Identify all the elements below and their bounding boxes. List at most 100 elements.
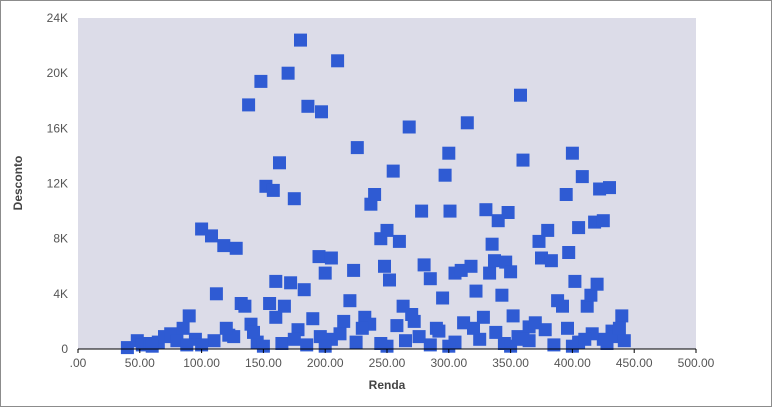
scatter-point <box>568 274 582 288</box>
scatter-point <box>217 239 231 253</box>
scatter-point <box>350 141 364 155</box>
x-axis-title: Renda <box>369 378 406 392</box>
scatter-point <box>460 116 474 130</box>
scatter-point <box>301 99 315 113</box>
scatter-point <box>180 338 194 352</box>
scatter-point <box>402 120 416 134</box>
scatter-point <box>469 284 483 298</box>
scatter-point <box>617 334 631 348</box>
scatter-point <box>349 335 363 349</box>
scatter-point <box>405 308 419 321</box>
scatter-point <box>324 251 338 265</box>
scatter-point <box>535 251 548 265</box>
scatter-point <box>538 323 552 337</box>
y-axis-ticks: 0 4K 8K 12K 16K 20K 24K <box>47 11 69 356</box>
scatter-point <box>415 204 429 218</box>
y-tick-label: 20K <box>47 66 68 80</box>
scatter-point <box>479 203 493 217</box>
scatter-point <box>318 266 332 280</box>
scatter-point <box>238 299 252 313</box>
scatter-point <box>565 146 579 160</box>
scatter-point <box>355 321 369 335</box>
scatter-point <box>207 334 221 348</box>
scatter-point <box>504 265 518 279</box>
scatter-point <box>580 299 594 313</box>
x-tick-label: 250.00 <box>369 356 406 370</box>
scatter-point <box>514 88 527 102</box>
scatter-point <box>417 258 431 272</box>
scatter-point <box>312 250 326 264</box>
x-tick-label: 200.00 <box>307 356 344 370</box>
scatter-point <box>562 246 576 259</box>
y-tick-label: 4K <box>53 287 68 301</box>
scatter-point <box>584 288 598 302</box>
x-tick-label: 300.00 <box>430 356 467 370</box>
scatter-point <box>489 325 503 339</box>
scatter-point <box>284 276 298 290</box>
scatter-point <box>506 309 520 323</box>
scatter-point <box>590 277 604 291</box>
scatter-point <box>392 234 406 248</box>
scatter-point <box>516 332 530 346</box>
scatter-point <box>483 266 497 280</box>
scatter-point <box>612 321 626 335</box>
scatter-point <box>383 273 396 287</box>
y-tick-label: 8K <box>53 232 68 246</box>
scatter-point <box>485 237 499 251</box>
scatter-point <box>205 229 218 243</box>
scatter-point <box>145 339 159 353</box>
x-tick-label: 350.00 <box>492 356 529 370</box>
scatter-point <box>561 321 574 335</box>
scatter-point <box>343 294 357 308</box>
scatter-point <box>378 259 391 273</box>
scatter-point <box>331 54 345 68</box>
scatter-point <box>120 341 134 355</box>
scatter-point <box>229 241 243 255</box>
scatter-point <box>195 338 209 352</box>
data-points <box>120 33 631 355</box>
scatter-point <box>457 316 471 330</box>
y-tick-label: 16K <box>47 121 68 135</box>
scatter-point <box>600 337 614 350</box>
scatter-point <box>269 274 283 288</box>
y-tick-label: 0 <box>61 342 68 356</box>
scatter-point <box>423 272 437 286</box>
x-axis-ticks: .00 50.00 100.00 150.00 200.00 250.00 300.00 35… <box>70 349 715 370</box>
x-tick-label: 500.00 <box>678 356 715 370</box>
scatter-point <box>593 182 607 196</box>
scatter-point <box>176 321 190 335</box>
scatter-point <box>273 156 286 170</box>
scatter-point <box>575 170 589 184</box>
scatter-point <box>287 332 301 346</box>
x-tick-label: 150.00 <box>245 356 282 370</box>
scatter-point <box>464 259 478 273</box>
scatter-point <box>287 192 301 206</box>
scatter-point <box>277 299 291 313</box>
scatter-point <box>269 310 283 324</box>
scatter-point <box>412 330 426 344</box>
scatter-point <box>306 312 320 326</box>
scatter-point <box>368 188 382 201</box>
scatter-point <box>182 309 196 323</box>
scatter-point <box>300 338 314 352</box>
scatter-point <box>219 321 233 335</box>
scatter-point <box>532 234 546 248</box>
x-tick-label: .00 <box>70 356 87 370</box>
scatter-point <box>254 74 268 88</box>
x-tick-label: 50.00 <box>125 356 155 370</box>
scatter-point <box>266 183 280 197</box>
scatter-point <box>297 283 311 297</box>
x-tick-label: 100.00 <box>183 356 220 370</box>
scatter-point <box>541 223 555 237</box>
scatter-point <box>195 222 209 236</box>
scatter-point <box>454 263 468 277</box>
scatter-point <box>443 204 457 218</box>
scatter-point <box>559 188 573 201</box>
scatter-point <box>491 214 505 228</box>
scatter-point <box>247 325 260 339</box>
scatter-point <box>281 66 295 80</box>
scatter-point <box>596 214 610 228</box>
scatter-point <box>556 299 569 313</box>
scatter-point <box>294 33 307 47</box>
y-tick-label: 12K <box>47 177 68 191</box>
